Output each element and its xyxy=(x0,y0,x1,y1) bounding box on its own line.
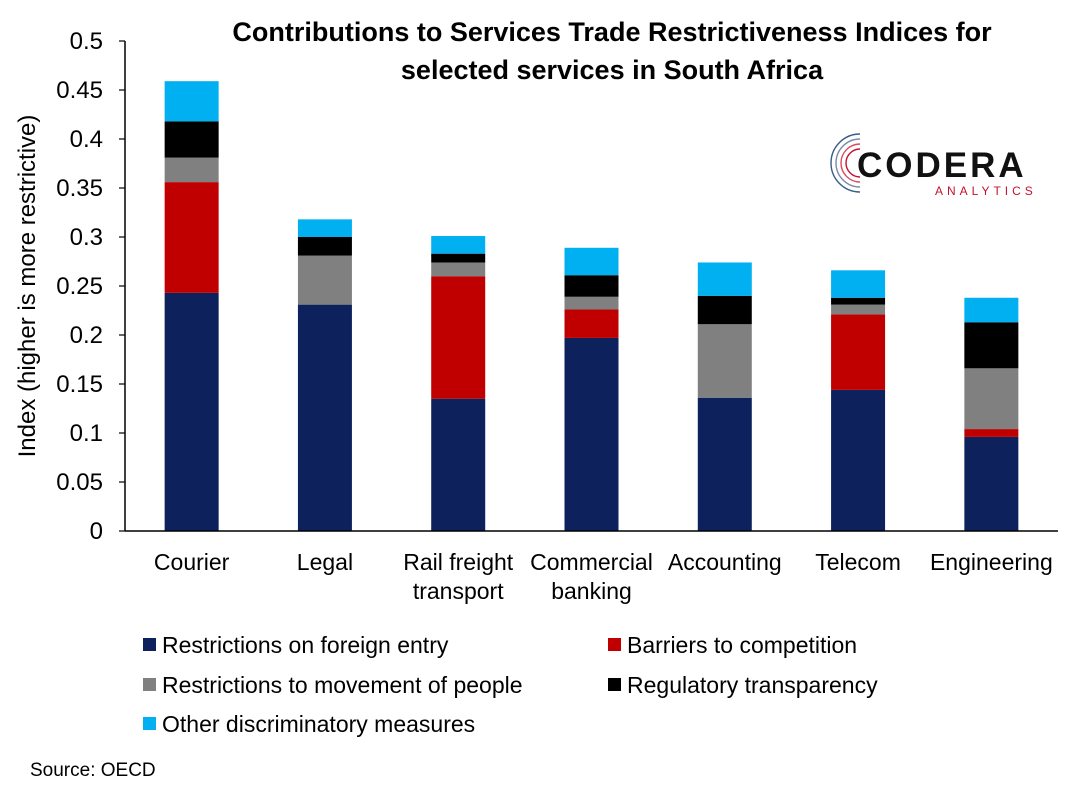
bar-segment xyxy=(697,295,752,325)
bar-segment xyxy=(564,337,619,531)
legend-item: Restrictions on foreign entry xyxy=(143,632,449,658)
bar-segment xyxy=(431,262,486,277)
bar-segment xyxy=(831,314,886,390)
bar-segment xyxy=(297,237,352,256)
legend-label: Other discriminatory measures xyxy=(162,711,475,737)
y-tick-label: 0 xyxy=(90,518,103,545)
bar-segment xyxy=(431,398,486,531)
x-tick-label: Courier xyxy=(154,549,230,575)
bar-segment xyxy=(964,322,1019,369)
y-tick-label: 0.25 xyxy=(56,273,103,300)
y-tick-label: 0.15 xyxy=(56,371,103,398)
y-tick-label: 0.1 xyxy=(70,420,103,447)
x-axis-labels: Courier Legal Rail freight transport Commerc… xyxy=(154,549,1053,604)
bar-segment xyxy=(297,304,352,531)
logo-wordmark: CODERA xyxy=(857,146,1027,185)
legend-label: Regulatory transparency xyxy=(627,672,878,698)
source-note: Source: OECD xyxy=(30,760,156,781)
bar-segment xyxy=(297,255,352,305)
bar-segment xyxy=(164,292,219,531)
bar-segment xyxy=(164,157,219,183)
bar-segment xyxy=(431,236,486,254)
bar-segment xyxy=(831,389,886,531)
codera-logo: CODERA ANALYTICS xyxy=(830,128,1037,198)
y-tick-label: 0.45 xyxy=(56,77,103,104)
legend-swatch xyxy=(143,678,156,691)
bar-segment xyxy=(964,368,1019,430)
y-tick-label: 0.05 xyxy=(56,469,103,496)
bar-segment xyxy=(164,182,219,293)
x-tick-label: Engineering xyxy=(930,549,1053,575)
bar-segment xyxy=(697,397,752,531)
y-axis-label: Index (higher is more restrictive) xyxy=(14,115,41,458)
bar-segment xyxy=(164,121,219,158)
x-tick-label: Commercial xyxy=(530,549,653,575)
legend-swatch xyxy=(608,638,621,651)
legend-item: Restrictions to movement of people xyxy=(143,672,523,698)
bar-segment xyxy=(964,297,1019,323)
y-tick-label: 0.3 xyxy=(70,224,103,251)
chart-title-line-1: Contributions to Services Trade Restrict… xyxy=(232,17,992,47)
chart-title-line-2: selected services in South Africa xyxy=(401,55,824,85)
bar-segment xyxy=(164,81,219,122)
legend-swatch xyxy=(143,638,156,651)
bar-segment xyxy=(564,296,619,310)
logo-subtitle: ANALYTICS xyxy=(935,184,1037,198)
bar-segment xyxy=(431,253,486,263)
y-tick-label: 0.2 xyxy=(70,322,103,349)
legend-label: Restrictions on foreign entry xyxy=(162,632,449,658)
bar-segment xyxy=(431,276,486,399)
bar-segment xyxy=(964,436,1019,531)
y-tick-label: 0.5 xyxy=(70,28,103,55)
bar-segment xyxy=(297,219,352,237)
legend-item: Other discriminatory measures xyxy=(143,711,475,737)
y-tick-label: 0.4 xyxy=(70,126,103,153)
x-tick-label: Telecom xyxy=(815,549,901,575)
legend-swatch xyxy=(608,678,621,691)
legend-item: Regulatory transparency xyxy=(608,672,878,698)
legend-label: Barriers to competition xyxy=(627,632,857,658)
bar-segment xyxy=(564,247,619,276)
legend: Restrictions on foreign entry Barriers to… xyxy=(143,632,878,737)
x-tick-label: Accounting xyxy=(668,549,782,575)
bar-segment xyxy=(564,309,619,338)
bars-group xyxy=(164,81,1019,531)
bar-segment xyxy=(564,275,619,297)
bar-segment xyxy=(697,262,752,296)
legend-swatch xyxy=(143,717,156,730)
x-tick-label: Legal xyxy=(297,549,353,575)
bar-segment xyxy=(964,429,1019,437)
y-tick-label: 0.35 xyxy=(56,175,103,202)
y-axis-ticks: 0 0.05 0.1 0.15 0.2 0.25 0.3 0.35 0.4 0.45 0.5 xyxy=(56,28,125,545)
bar-segment xyxy=(831,297,886,305)
x-tick-label: banking xyxy=(551,578,632,604)
x-tick-label: transport xyxy=(413,578,504,604)
logo-mark-icon xyxy=(830,128,900,198)
legend-item: Barriers to competition xyxy=(608,632,857,658)
bar-segment xyxy=(831,304,886,315)
bar-segment xyxy=(697,324,752,398)
legend-label: Restrictions to movement of people xyxy=(162,672,523,698)
bar-segment xyxy=(831,270,886,298)
x-tick-label: Rail freight xyxy=(403,549,514,575)
